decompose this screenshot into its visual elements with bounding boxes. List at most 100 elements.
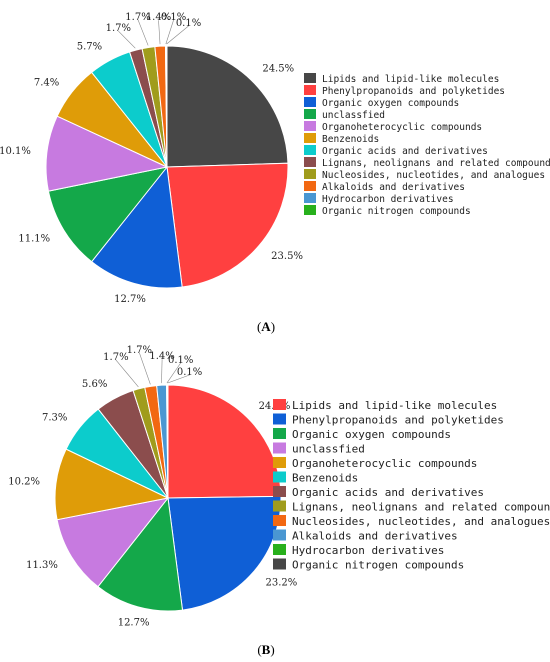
legend-label: Lignans, neolignans and related compound… — [292, 501, 550, 514]
legend-swatch — [304, 85, 316, 95]
leader-line — [166, 362, 181, 384]
slice-percent-label: 0.1% — [168, 355, 193, 366]
pie-slice — [47, 166, 169, 263]
legend-swatch — [304, 133, 316, 143]
legend-swatch — [273, 428, 286, 439]
legend-swatch — [273, 544, 286, 555]
legend-swatch — [304, 193, 316, 203]
legend-swatch — [304, 109, 316, 119]
panel-label-b: (B) — [257, 642, 274, 657]
legend-label: Organic oxygen compounds — [292, 428, 451, 441]
slice-percent-label: 10.2% — [8, 477, 40, 488]
slice-percent-label: 11.1% — [18, 234, 50, 245]
legend-label: Benzenoids — [292, 472, 358, 485]
slice-percent-label: 0.1% — [176, 18, 201, 29]
legend-swatch — [273, 529, 286, 541]
legend-label: Alkaloids and derivatives — [292, 530, 458, 543]
legend-swatch — [304, 145, 316, 155]
legend-label: Lipids and lipid-like molecules — [322, 74, 499, 85]
slice-percent-label: 5.6% — [82, 379, 107, 390]
legend-swatch — [304, 97, 316, 107]
legend-swatch — [273, 457, 286, 468]
pie-slice — [165, 45, 168, 168]
legend: Lipids and lipid-like moleculesPhenylpro… — [304, 73, 550, 217]
leader-line — [115, 359, 139, 388]
pie-slice — [90, 165, 183, 289]
legend-swatch — [304, 205, 316, 215]
slice-percent-label: 1.4% — [149, 351, 174, 362]
legend-label: Lipids and lipid-like molecules — [292, 399, 497, 412]
leader-line — [118, 30, 136, 49]
pie-chart-a: 24.5% 23.5% 12.7% 11.1% 10.1% 7.4% 5.7% 1.7%1.7… — [0, 12, 550, 305]
legend-swatch — [304, 121, 316, 131]
legend-swatch — [304, 73, 316, 83]
slice-percent-label: 0.1% — [177, 367, 202, 378]
legend-swatch — [273, 471, 286, 483]
legend-label: Organic oxygen compounds — [322, 98, 459, 109]
legend-swatch — [273, 442, 286, 454]
legend-swatch — [273, 413, 286, 425]
legend-swatch — [273, 399, 286, 410]
legend-swatch — [273, 558, 286, 570]
slice-percent-label: 23.2% — [265, 577, 297, 588]
legend-label: Lignans, neolignans and related compound… — [322, 158, 550, 169]
pie-slice — [166, 162, 289, 288]
legend-swatch — [304, 181, 316, 191]
slice-percent-label: 12.7% — [114, 294, 146, 305]
slice-percent-label: 1.7% — [103, 352, 128, 363]
leader-line — [166, 25, 189, 45]
pie-chart-b: 24.8%23.2%12.7%11.3%10.2%7.3%5.6%1.7%1.7… — [8, 345, 550, 629]
legend-swatch — [304, 157, 316, 167]
leader-line — [161, 359, 163, 384]
legend-label: Organic acids and derivatives — [322, 146, 488, 157]
slice-percent-label: 5.7% — [77, 41, 102, 52]
pie-slice — [56, 497, 170, 588]
legend-label: Phenylpropanoids and polyketides — [292, 414, 504, 427]
slice-percent-label: 12.7% — [118, 617, 150, 628]
legend-label: Alkaloids and derivatives — [322, 182, 465, 193]
pie-slice — [54, 448, 170, 521]
legend-label: Hydrocarbon derivatives — [322, 194, 454, 205]
leader-line — [158, 20, 161, 45]
leader-line — [139, 352, 151, 385]
legend-swatch — [273, 486, 286, 497]
slice-percent-label: 1.4% — [146, 12, 171, 23]
legend-label: Organic nitrogen compounds — [292, 559, 464, 572]
leader-line — [137, 19, 149, 46]
legend-label: Organoheterocyclic compounds — [322, 122, 482, 133]
legend-label: Organic nitrogen compounds — [322, 206, 471, 217]
legend-label: Benzenoids — [322, 134, 379, 145]
legend-label: Organic acids and derivatives — [292, 486, 484, 499]
legend-label: Nucleosides, nucleotides, and analogues — [292, 515, 550, 528]
pie-slice — [45, 115, 169, 192]
legend-swatch — [273, 500, 286, 512]
slice-percent-label: 1.7% — [125, 12, 150, 23]
slice-percent-label: 7.3% — [42, 412, 67, 423]
legend-label: Nucleosides, nucleotides, and analogues — [322, 170, 545, 181]
slice-percent-label: 1.7% — [127, 345, 152, 356]
leader-line — [165, 19, 174, 45]
legend: Lipids and lipid-like molecules Phenylpro… — [273, 399, 550, 572]
pie-slice — [97, 496, 184, 612]
leader-line — [167, 374, 190, 384]
legend-swatch — [304, 169, 316, 179]
legend-label: unclassfied — [322, 110, 385, 121]
slice-percent-label: 24.5% — [262, 64, 294, 75]
legend-label: unclassfied — [292, 443, 365, 456]
legend-label: Organoheterocyclic compounds — [292, 457, 477, 470]
legend-label: Hydrocarbon derivatives — [292, 544, 444, 557]
slice-percent-label: 23.5% — [271, 251, 303, 262]
pie-slice — [166, 45, 289, 168]
slice-percent-label: 1.7% — [106, 23, 131, 34]
slice-percent-label: 0.1% — [161, 12, 186, 23]
pie-slice — [166, 384, 169, 499]
slice-percent-label: 7.4% — [34, 77, 59, 88]
panel-label-a: (A) — [257, 319, 275, 334]
slice-percent-label: 11.3% — [26, 560, 58, 571]
slice-percent-label: 10.1% — [0, 146, 31, 157]
legend-label: Phenylpropanoids and polyketides — [322, 86, 505, 97]
pie-slice — [167, 495, 282, 611]
legend-swatch — [273, 515, 286, 526]
